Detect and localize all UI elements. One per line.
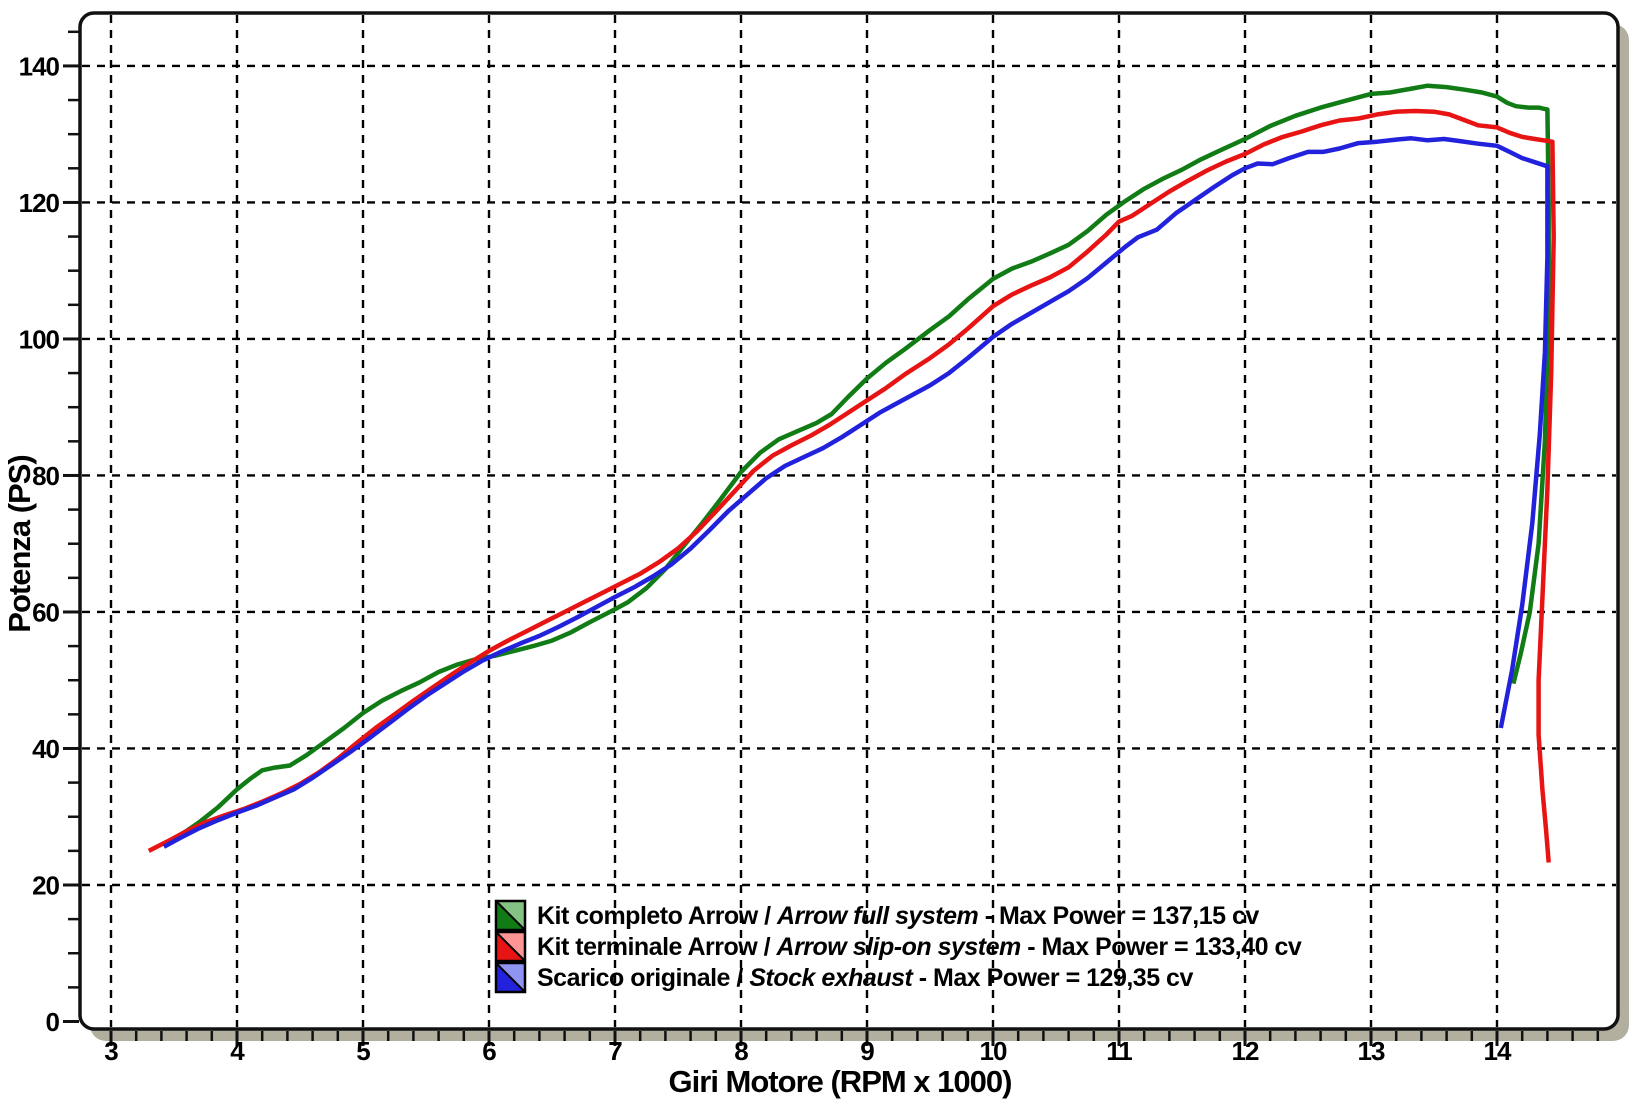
legend-item: Kit terminale Arrow / Arrow slip-on syst… bbox=[494, 930, 1302, 963]
legend-swatch-diagonal bbox=[495, 900, 526, 931]
x-tick-label: 3 bbox=[104, 1036, 118, 1066]
y-tick-label: 120 bbox=[19, 188, 60, 218]
legend-name-en: Arrow slip-on system bbox=[776, 933, 1021, 961]
legend: Kit completo Arrow / Arrow full system -… bbox=[494, 899, 1302, 994]
y-tick-label: 140 bbox=[19, 51, 60, 81]
legend-label: Kit completo Arrow / Arrow full system -… bbox=[537, 902, 1259, 930]
legend-swatch-diagonal bbox=[495, 962, 526, 993]
y-axis-title: Potenza (PS) bbox=[2, 455, 37, 632]
y-tick-label: 20 bbox=[32, 870, 59, 900]
x-axis-title: Giri Motore (RPM x 1000) bbox=[669, 1064, 1012, 1099]
x-tick-label: 12 bbox=[1232, 1036, 1259, 1066]
x-tick-label: 10 bbox=[980, 1036, 1007, 1066]
x-tick-label: 14 bbox=[1484, 1036, 1512, 1066]
legend-item: Scarico originale / Stock exhaust - Max … bbox=[494, 961, 1194, 994]
y-tick-label: 100 bbox=[19, 324, 60, 354]
legend-max-power: - Max Power = 137,15 cv bbox=[978, 902, 1259, 930]
plot-frame-border bbox=[78, 11, 1620, 1031]
legend-name-en: Stock exhaust bbox=[749, 964, 914, 992]
curve-stock-exhaust bbox=[162, 136, 1550, 849]
x-tick-label: 6 bbox=[482, 1036, 496, 1066]
legend-name-en: Arrow full system bbox=[776, 902, 979, 930]
legend-swatch-border bbox=[494, 899, 527, 932]
y-tick-label: 0 bbox=[46, 1007, 60, 1037]
legend-max-power: - Max Power = 133,40 cv bbox=[1021, 933, 1302, 961]
curve-arrow-slip-on-system bbox=[147, 108, 1556, 863]
y-tick-label: 80 bbox=[32, 461, 59, 491]
legend-swatch-border bbox=[494, 930, 527, 963]
x-tick-label: 4 bbox=[230, 1036, 245, 1066]
x-tick-label: 8 bbox=[734, 1036, 748, 1066]
y-tick-label: 40 bbox=[32, 734, 59, 764]
curve-arrow-full-system bbox=[166, 83, 1551, 844]
plot-frame bbox=[80, 13, 1618, 1029]
legend-label: Scarico originale / Stock exhaust - Max … bbox=[537, 964, 1193, 992]
legend-swatch-diagonal bbox=[495, 931, 526, 962]
x-tick-label: 11 bbox=[1106, 1036, 1132, 1066]
legend-item: Kit completo Arrow / Arrow full system -… bbox=[494, 899, 1260, 932]
x-tick-label: 5 bbox=[356, 1036, 370, 1066]
legend-label: Kit terminale Arrow / Arrow slip-on syst… bbox=[537, 933, 1302, 961]
grid-layer bbox=[82, 15, 1616, 1027]
legend-name-it: Kit terminale Arrow / bbox=[537, 933, 777, 961]
legend-name-it: Scarico originale / bbox=[537, 964, 749, 992]
legend-max-power: - Max Power = 129,35 cv bbox=[912, 964, 1193, 992]
x-tick-label: 13 bbox=[1358, 1036, 1385, 1066]
y-tick-label: 60 bbox=[32, 597, 59, 627]
curve-layer bbox=[147, 83, 1556, 863]
legend-swatch-border bbox=[494, 961, 527, 994]
legend-name-it: Kit completo Arrow / bbox=[537, 902, 777, 930]
x-tick-label: 9 bbox=[860, 1036, 874, 1066]
x-tick-label: 7 bbox=[608, 1036, 622, 1066]
